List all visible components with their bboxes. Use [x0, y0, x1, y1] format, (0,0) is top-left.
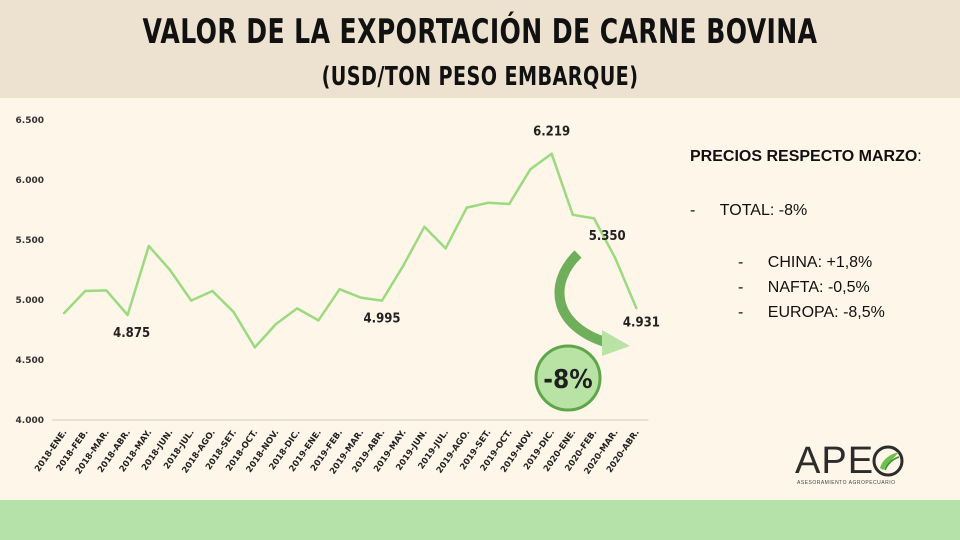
y-tick-label: 5.000: [16, 296, 44, 306]
note-label: CHINA:: [767, 254, 823, 271]
change-badge-label: -8%: [543, 365, 592, 395]
data-point: [147, 244, 150, 248]
note-dash: -: [738, 254, 744, 271]
note-value: +1,8%: [826, 254, 873, 271]
data-point: [402, 264, 405, 267]
data-label: 6.219: [533, 125, 570, 140]
note-value: -8%: [778, 202, 808, 219]
data-point: [592, 217, 596, 220]
ape-logo: APE ASESORAMIENTO AGROPECUARIO: [795, 440, 915, 490]
note-dash: -: [738, 279, 744, 296]
note-europa: - EUROPA: -8,5%: [738, 304, 885, 322]
page-title: VALOR DE LA EXPORTACIÓN DE CARNE BOVINA: [142, 12, 818, 52]
notes-heading-row: PRECIOS RESPECTO MARZO:: [690, 148, 922, 166]
leaf-globe-icon: [872, 445, 904, 477]
note-value: -0,5%: [827, 279, 870, 296]
data-label: 5.350: [589, 229, 626, 244]
data-point: [635, 307, 638, 310]
note-label: NAFTA:: [767, 279, 824, 296]
data-label: 4.931: [623, 315, 660, 330]
note-label: EUROPA:: [767, 304, 839, 321]
data-point: [62, 312, 66, 315]
data-point: [614, 256, 617, 260]
data-point: [380, 299, 384, 302]
page-subtitle: (USD/TON PESO EMBARQUE): [321, 62, 639, 92]
line-chart: 4.0004.5005.0005.5006.0006.5002018-ENE.2…: [16, 116, 660, 476]
data-point: [190, 299, 193, 302]
data-point: [274, 322, 278, 326]
notes-heading: PRECIOS RESPECTO MARZO: [690, 148, 918, 165]
footer-band: [0, 500, 960, 540]
data-point: [550, 152, 553, 155]
data-point: [296, 307, 299, 310]
y-tick-label: 4.500: [16, 356, 44, 366]
curved-arrow-body: [554, 250, 610, 348]
y-tick-label: 5.500: [16, 236, 44, 246]
note-nafta: - NAFTA: -0,5%: [738, 279, 870, 297]
y-tick-label: 6.000: [16, 176, 44, 186]
curved-arrow-head: [602, 330, 630, 356]
data-point: [84, 289, 87, 293]
series-line: [63, 152, 638, 349]
data-point: [423, 225, 426, 228]
note-total: - TOTAL: -8%: [690, 202, 807, 220]
data-point: [168, 268, 172, 272]
y-tick-label: 4.000: [16, 416, 44, 426]
data-point: [486, 201, 490, 204]
data-point: [465, 206, 468, 209]
logo-subtitle: ASESORAMIENTO AGROPECUARIO: [797, 480, 896, 486]
y-tick-label: 6.500: [16, 116, 44, 126]
data-point: [359, 296, 362, 299]
logo-text: APE: [795, 440, 875, 482]
data-point: [253, 346, 256, 349]
note-label: TOTAL:: [719, 202, 775, 219]
note-value: -8,5%: [843, 304, 885, 321]
data-point: [105, 289, 108, 292]
data-point: [444, 247, 447, 250]
notes-heading-colon: :: [917, 148, 922, 165]
note-dash: -: [738, 304, 744, 321]
note-china: - CHINA: +1,8%: [738, 254, 872, 272]
data-point: [211, 289, 214, 293]
header-band: VALOR DE LA EXPORTACIÓN DE CARNE BOVINA …: [0, 0, 960, 98]
data-point: [529, 168, 532, 171]
data-point: [338, 288, 341, 291]
note-dash: -: [690, 202, 696, 219]
data-point: [571, 213, 574, 216]
data-point: [508, 202, 511, 206]
data-point: [317, 319, 320, 322]
data-label: 4.875: [113, 326, 150, 341]
data-point: [232, 310, 235, 314]
data-point: [126, 313, 129, 317]
change-badge: [534, 344, 602, 412]
data-label: 4.995: [364, 312, 401, 327]
